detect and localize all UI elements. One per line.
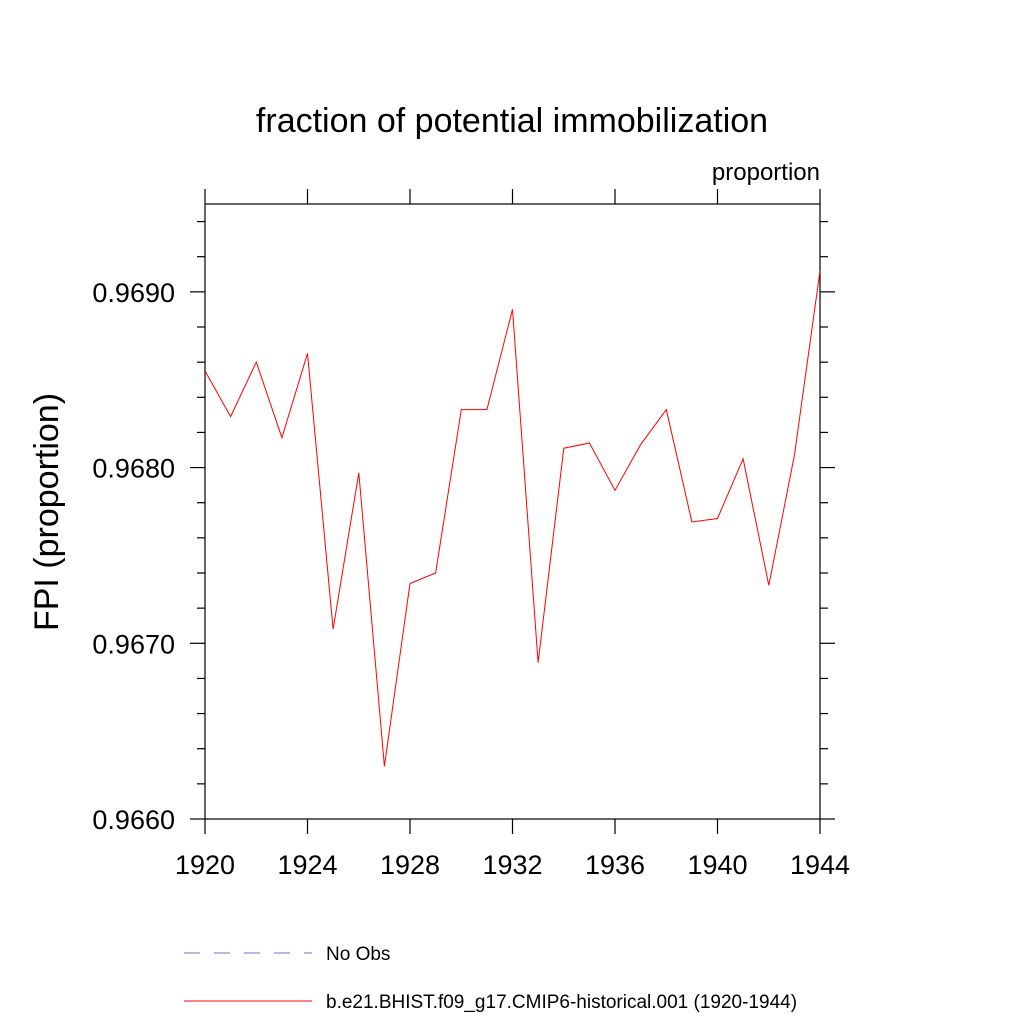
x-tick-label: 1924: [277, 850, 337, 880]
x-tick-label: 1920: [175, 850, 235, 880]
y-axis-label: FPI (proportion): [28, 393, 66, 631]
data-series: [204, 270, 821, 767]
x-tick-label: 1944: [790, 850, 850, 880]
units-label: proportion: [712, 159, 820, 186]
y-tick-label: 0.9680: [92, 454, 175, 484]
series-line: [204, 270, 821, 767]
x-tick-label: 1932: [482, 850, 542, 880]
x-tick-label: 1928: [380, 850, 440, 880]
legend-label: b.e21.BHIST.f09_g17.CMIP6-historical.001…: [326, 992, 797, 1013]
tick-labels: 1920 1924 1928 1932 1936 1940 1944 0.9660 0.9670…: [92, 278, 850, 880]
legend-label: No Obs: [326, 944, 390, 965]
y-tick-label: 0.9670: [92, 629, 175, 659]
x-tick-label: 1936: [585, 850, 645, 880]
legend: No Obs b.e21.BHIST.f09_g17.CMIP6-historic…: [184, 944, 797, 1013]
x-tick-label: 1940: [687, 850, 747, 880]
y-tick-label: 0.9660: [92, 805, 175, 835]
y-tick-label: 0.9690: [92, 278, 175, 308]
chart-title: fraction of potential immobilization: [256, 102, 768, 140]
axis-ticks: [190, 189, 835, 834]
plot-frame: [204, 203, 821, 820]
